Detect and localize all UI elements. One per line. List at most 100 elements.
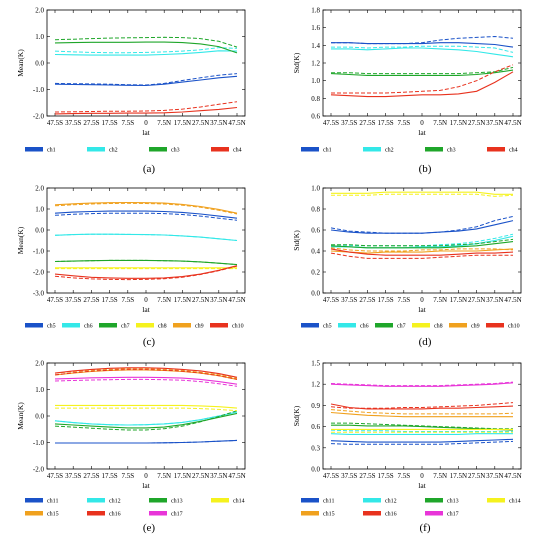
legend-label-ch2: ch2: [385, 148, 394, 154]
legend-swatch-ch7: [99, 323, 117, 328]
series-line-ch2: [331, 47, 514, 58]
y-tick-label: 2.0: [35, 7, 44, 15]
y-axis-label: Mean(K): [16, 49, 25, 77]
legend-swatch-ch11: [25, 498, 43, 503]
legend-swatch-ch9: [449, 323, 467, 328]
x-axis-label: lat: [418, 128, 426, 137]
series-dashed-line-ch16: [330, 402, 514, 409]
x-tick-label: 7.5S: [121, 296, 134, 304]
legend-swatch-ch4: [211, 147, 229, 152]
series-line-ch12: [330, 433, 513, 435]
y-tick-label: 2.0: [35, 185, 44, 193]
y-tick-label: -1.0: [33, 86, 45, 94]
series-line-ch11: [330, 438, 514, 443]
x-tick-label: 7.5N: [433, 472, 447, 480]
series-dashed-line-ch10: [330, 252, 513, 259]
legend-swatch-ch15: [25, 511, 43, 516]
x-tick-label: 17.5S: [378, 472, 394, 480]
series-dashed-line-ch11: [55, 439, 238, 444]
legend-label-ch1: ch1: [323, 148, 332, 154]
x-tick-label: 17.5S: [102, 472, 118, 480]
x-tick-label: 17.5S: [378, 119, 394, 127]
x-tick-label: 7.5N: [157, 296, 171, 304]
y-tick-label: 1.4: [311, 42, 320, 50]
legend-swatch-ch13: [149, 498, 167, 503]
x-tick-label: 17.5N: [450, 296, 467, 304]
legend-swatch-ch3: [149, 147, 167, 152]
legend-label-ch8: ch8: [434, 324, 443, 330]
x-tick-label: 7.5N: [157, 119, 171, 127]
y-tick-label: 0.6: [311, 423, 320, 431]
y-axis-label: Std(K): [292, 230, 301, 251]
legend-swatch-ch10: [486, 323, 504, 328]
series-dashed-line-ch4: [54, 101, 238, 113]
y-tick-label: -2.0: [33, 113, 45, 121]
plot-frame: [322, 187, 522, 294]
series-dashed-line-ch16: [54, 369, 238, 380]
x-tick-label: 37.5S: [341, 119, 357, 127]
x-tick-label: 17.5S: [102, 296, 118, 304]
series-dashed-line-ch13: [54, 410, 238, 431]
series-line-ch4: [54, 106, 238, 115]
legend-swatch-ch12: [363, 498, 381, 503]
x-tick-label: 37.5N: [210, 472, 227, 480]
y-axis-label: Mean(K): [16, 402, 25, 430]
plot-frame: [322, 362, 522, 470]
legend-swatch-ch17: [149, 511, 167, 516]
x-tick-label: 47.5S: [47, 119, 63, 127]
y-axis-label: Std(K): [292, 52, 301, 73]
series-dashed-line-ch2: [331, 45, 514, 53]
legend-label-ch14: ch14: [509, 499, 521, 505]
x-tick-label: 27.5N: [192, 296, 209, 304]
x-tick-label: 7.5N: [433, 119, 447, 127]
legend-swatch-ch3: [425, 147, 443, 152]
y-tick-label: 1.0: [35, 206, 44, 214]
legend-label-ch10: ch10: [232, 324, 244, 330]
y-tick-label: 1.6: [311, 24, 320, 32]
legend-swatch-ch1: [301, 147, 319, 152]
legend-label-ch5: ch5: [47, 324, 56, 330]
x-tick-label: 47.5S: [47, 472, 63, 480]
x-axis-label: lat: [142, 128, 150, 137]
y-tick-label: -2.0: [33, 466, 45, 474]
series-dashed-line-ch11: [330, 440, 514, 445]
y-tick-label: 0.6: [311, 113, 320, 121]
y-tick-label: 0.0: [35, 60, 44, 68]
legend-label-ch6: ch6: [360, 324, 369, 330]
x-tick-label: 27.5N: [468, 472, 485, 480]
series-dashed-line-ch7: [54, 259, 238, 266]
y-tick-label: -3.0: [33, 290, 45, 298]
series-dashed-line-ch4: [331, 64, 514, 94]
y-tick-label: 1.0: [311, 185, 320, 193]
series-dashed-line-ch6: [54, 233, 238, 241]
x-tick-label: 47.5N: [228, 472, 245, 480]
series-dashed-line-ch7: [331, 238, 514, 247]
series-line-ch14: [55, 404, 238, 409]
plot-frame: [46, 9, 246, 117]
legend-label-ch11: ch11: [47, 499, 58, 505]
legend-label-ch14: ch14: [233, 499, 245, 505]
series-line-ch8: [331, 191, 513, 195]
legend-swatch-ch15: [301, 511, 319, 516]
y-tick-label: 0.9: [311, 402, 320, 410]
x-tick-label: 17.5S: [378, 296, 394, 304]
y-tick-label: 0.0: [311, 290, 320, 298]
series-dashed-line-ch5: [54, 212, 238, 221]
legend-label-ch2: ch2: [109, 148, 118, 154]
y-tick-label: 1.8: [311, 7, 320, 15]
y-axis-label: Mean(K): [16, 226, 25, 254]
legend-label-ch10: ch10: [508, 324, 520, 330]
x-tick-label: 7.5S: [121, 119, 134, 127]
legend-label-ch8: ch8: [158, 324, 167, 330]
legend-swatch-ch16: [87, 511, 105, 516]
x-tick-label: 27.5S: [83, 296, 99, 304]
x-tick-label: 37.5N: [210, 119, 227, 127]
x-tick-label: 37.5N: [210, 296, 227, 304]
legend-label-ch12: ch12: [385, 499, 397, 505]
legend-label-ch3: ch3: [447, 148, 456, 154]
legend-swatch-ch6: [62, 323, 80, 328]
legend-label-ch7: ch7: [397, 324, 406, 330]
legend-label-ch16: ch16: [385, 512, 397, 518]
panel-label-d: (d): [419, 336, 432, 348]
